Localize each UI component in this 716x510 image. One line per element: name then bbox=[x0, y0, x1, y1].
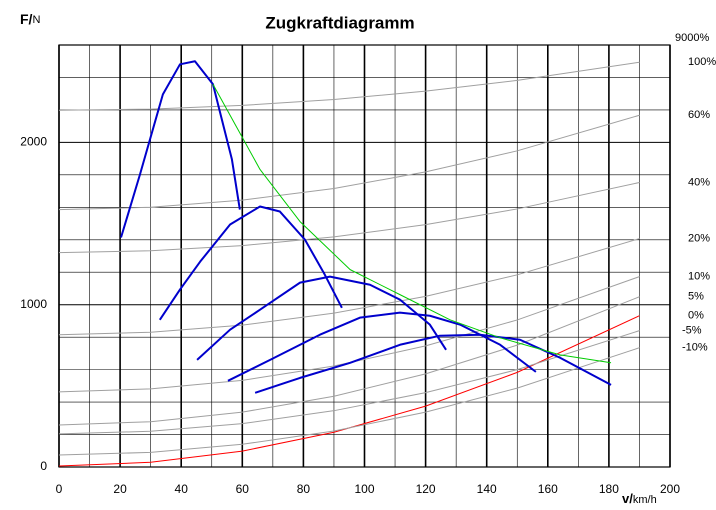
plot-area bbox=[59, 60, 640, 467]
resistance-curve bbox=[59, 315, 640, 467]
resistance-curve bbox=[59, 296, 640, 426]
x-tick-label: 160 bbox=[538, 482, 558, 496]
resistance-curve bbox=[59, 61, 640, 111]
curve-label: 60% bbox=[688, 109, 710, 121]
y-tick-label: 0 bbox=[40, 459, 47, 473]
chart-title: Zugkraftdiagramm bbox=[265, 13, 414, 32]
y-axis-label-unit: N bbox=[32, 14, 40, 26]
x-tick-label: 0 bbox=[56, 482, 63, 496]
curve-label: 100% bbox=[688, 56, 716, 68]
resistance-curve bbox=[59, 238, 640, 336]
x-tick-label: 60 bbox=[236, 482, 250, 496]
resistance-curve bbox=[59, 330, 640, 435]
traction-curve bbox=[196, 275, 447, 361]
resistance-curve bbox=[59, 276, 640, 393]
resistance-curve bbox=[59, 347, 640, 456]
x-tick-label: 40 bbox=[175, 482, 189, 496]
x-tick-label: 100 bbox=[354, 482, 374, 496]
y-tick-label: 1000 bbox=[20, 297, 47, 311]
traction-curve bbox=[158, 205, 343, 321]
traction-curve bbox=[212, 84, 612, 364]
x-tick-label: 140 bbox=[477, 482, 497, 496]
x-tick-label: 20 bbox=[113, 482, 127, 496]
curve-label: -5% bbox=[682, 325, 702, 337]
resistance-curve bbox=[59, 181, 640, 254]
annotation: 9000% bbox=[675, 32, 709, 44]
curve-label: 5% bbox=[688, 291, 704, 303]
curve-label: 20% bbox=[688, 233, 710, 245]
y-tick-label: 2000 bbox=[20, 135, 47, 149]
curve-label: 0% bbox=[688, 310, 704, 322]
y-axis-label: F/N bbox=[20, 11, 40, 27]
curve-label: 40% bbox=[688, 176, 710, 188]
x-axis-label: v/km/h bbox=[622, 491, 657, 506]
y-axis-label-main: F/ bbox=[20, 11, 33, 27]
x-axis-label-unit: km/h bbox=[633, 494, 657, 506]
resistance-curve bbox=[59, 114, 640, 211]
traction-curve bbox=[227, 311, 537, 382]
x-tick-label: 80 bbox=[297, 482, 311, 496]
x-tick-label: 180 bbox=[599, 482, 619, 496]
x-tick-label: 200 bbox=[660, 482, 680, 496]
x-tick-label: 120 bbox=[416, 482, 436, 496]
traction-curve bbox=[254, 333, 612, 394]
plot-border bbox=[58, 44, 671, 468]
curve-label: -10% bbox=[682, 342, 708, 354]
traction-curve bbox=[120, 60, 241, 238]
curve-label: 10% bbox=[688, 271, 710, 283]
x-axis-label-main: v/ bbox=[622, 491, 633, 506]
